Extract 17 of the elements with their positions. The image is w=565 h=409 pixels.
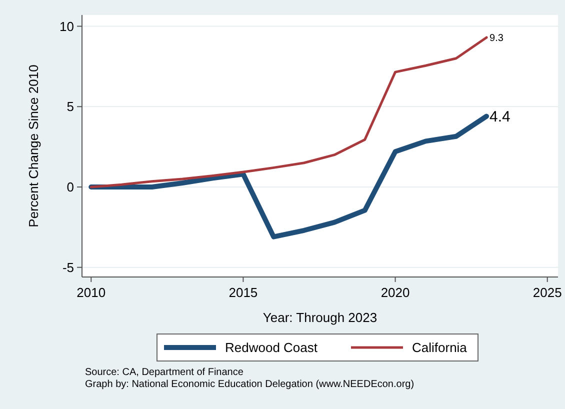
y-axis-title: Percent Change Since 2010: [26, 64, 41, 228]
text: Graph by: National Economic Education Delegation (www.NEEDEcon.org): [85, 379, 414, 390]
x-tick-label: 2015: [228, 285, 258, 300]
x-tick-label: 2010: [76, 285, 106, 300]
data-label: 4.4: [490, 108, 510, 126]
y-tick-label: 0: [66, 180, 74, 195]
data-label: 9.3: [490, 33, 504, 44]
source-note: Source: CA, Department of Finance: [85, 367, 244, 378]
x-tick-label: 2020: [380, 285, 410, 300]
line-series: [90, 36, 488, 188]
legend-label: Redwood Coast: [225, 340, 318, 356]
y-tick-label: -5: [62, 260, 74, 275]
legend-label: California: [412, 340, 468, 356]
y-tick-label: 10: [60, 18, 74, 34]
x-tick-label: 2025: [532, 285, 562, 300]
y-tick-label: 5: [66, 99, 74, 114]
x-axis-title: Year: Through 2023: [262, 310, 378, 325]
